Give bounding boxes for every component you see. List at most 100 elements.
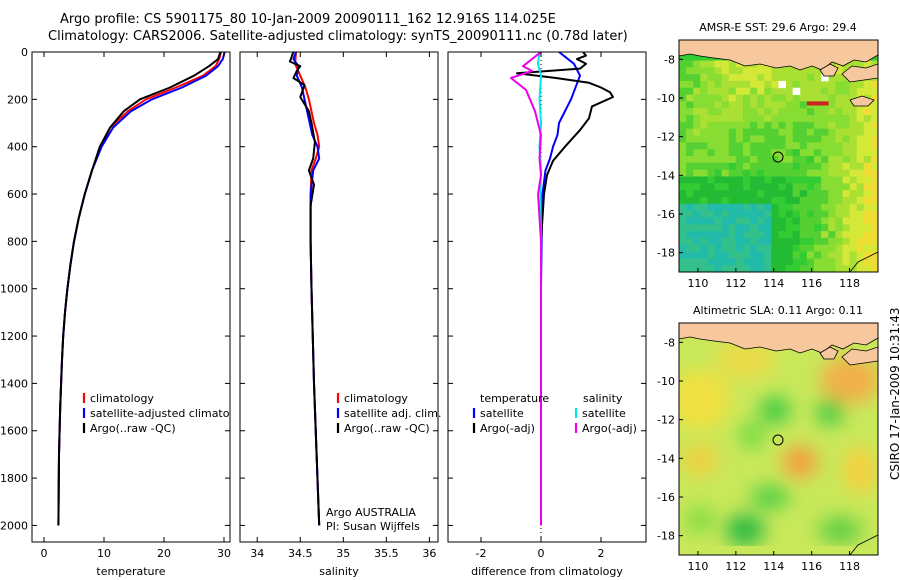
sst-cell (828, 115, 836, 123)
sst-cell (679, 231, 687, 239)
sst-cell (835, 156, 843, 164)
sst-cell (721, 217, 730, 225)
sst-cell (778, 196, 786, 205)
sst-cell (828, 94, 836, 102)
map-x-tick-label: 116 (801, 560, 822, 573)
sst-cell (842, 115, 850, 123)
sst-cell (806, 258, 815, 266)
argo-float-marker (772, 434, 784, 446)
sst-cell (686, 135, 694, 143)
land-australia (849, 534, 878, 555)
sst-cell (785, 121, 794, 130)
sst-cell (679, 217, 687, 225)
sst-cell (835, 183, 843, 191)
sla-map-frame (678, 322, 879, 556)
sst-cell (707, 258, 715, 266)
sst-cell (728, 128, 737, 136)
sst-cell (849, 142, 858, 150)
sst-cell (686, 231, 694, 239)
sst-cell (814, 183, 822, 191)
sst-cell (828, 190, 836, 198)
sst-cell (700, 231, 708, 239)
sst-cell (714, 217, 722, 225)
sst-cell (679, 108, 687, 116)
sst-cell (778, 244, 786, 252)
sst-cell (835, 251, 843, 259)
sst-cell (693, 156, 701, 164)
sst-cell (757, 244, 765, 252)
sst-cell (700, 251, 708, 259)
sst-cell (728, 190, 737, 198)
sst-cell (757, 251, 765, 259)
sst-cell (693, 244, 701, 252)
sst-cell (728, 60, 737, 68)
sst-cell (821, 142, 829, 150)
sst-cell (799, 67, 808, 75)
sst-cell (757, 217, 765, 225)
sst-cell (700, 74, 708, 82)
sst-cell (757, 142, 765, 150)
sst-missing-cell (821, 74, 829, 82)
sst-cell (856, 258, 865, 266)
sst-cell (778, 231, 786, 239)
sst-cell (870, 231, 878, 239)
y-tick-label: 1400 (0, 377, 28, 390)
sst-cell (849, 210, 858, 218)
sst-cell (778, 142, 786, 150)
sst-cell (870, 203, 878, 211)
legend-entry: climatology (90, 392, 154, 405)
sst-cell (735, 149, 744, 157)
sst-cell (714, 80, 722, 89)
sst-cell (806, 149, 815, 157)
salinity-series-satellite-adj-clim (292, 52, 321, 526)
sst-cell (778, 251, 786, 259)
sst-cell (757, 231, 765, 239)
sst-cell (686, 265, 694, 272)
float-annotation: Argo AUSTRALIA (326, 506, 416, 519)
sst-cell (735, 183, 744, 191)
sst-cell (721, 183, 730, 191)
sst-cell (863, 156, 872, 164)
sst-cell (757, 108, 765, 116)
sst-cell (686, 74, 694, 82)
sst-cell (721, 108, 730, 116)
sst-cell (835, 121, 843, 130)
map-x-tick-label: 116 (801, 277, 822, 290)
sst-cell (714, 108, 722, 116)
sst-cell (806, 162, 815, 170)
sst-cell (721, 265, 730, 272)
sst-cell (792, 149, 801, 157)
sst-cell (693, 251, 701, 259)
sst-cell (771, 74, 779, 82)
sst-cell (771, 121, 779, 130)
map-y-tick-label: -14 (657, 452, 675, 465)
sst-cell (806, 244, 815, 252)
sst-cell (693, 87, 701, 95)
sst-cell (735, 135, 744, 143)
sst-cell (792, 258, 801, 266)
sst-cell (814, 121, 822, 130)
sst-cell (785, 115, 794, 123)
map-x-tick-label: 110 (687, 560, 708, 573)
sst-cell (821, 135, 829, 143)
sst-cell (686, 149, 694, 157)
sst-cell (835, 87, 843, 95)
legend-entry: Argo(..raw -QC) (344, 422, 430, 435)
sst-cell (814, 162, 822, 170)
x-tick-label: -2 (476, 547, 487, 560)
sst-cell (750, 162, 758, 170)
sst-cell (728, 237, 737, 246)
sst-cell (806, 265, 815, 272)
sst-cell (686, 203, 694, 211)
sst-cell (700, 169, 708, 177)
sst-cell (686, 121, 694, 130)
sst-cell (743, 169, 751, 177)
sst-cell (863, 190, 872, 198)
sst-cell (735, 265, 744, 272)
sst-cell (700, 94, 708, 102)
sst-cell (721, 101, 730, 109)
sst-cell (764, 244, 772, 252)
sst-cell (735, 156, 744, 164)
sst-cell (757, 74, 765, 82)
x-tick-label: 36 (422, 547, 436, 560)
